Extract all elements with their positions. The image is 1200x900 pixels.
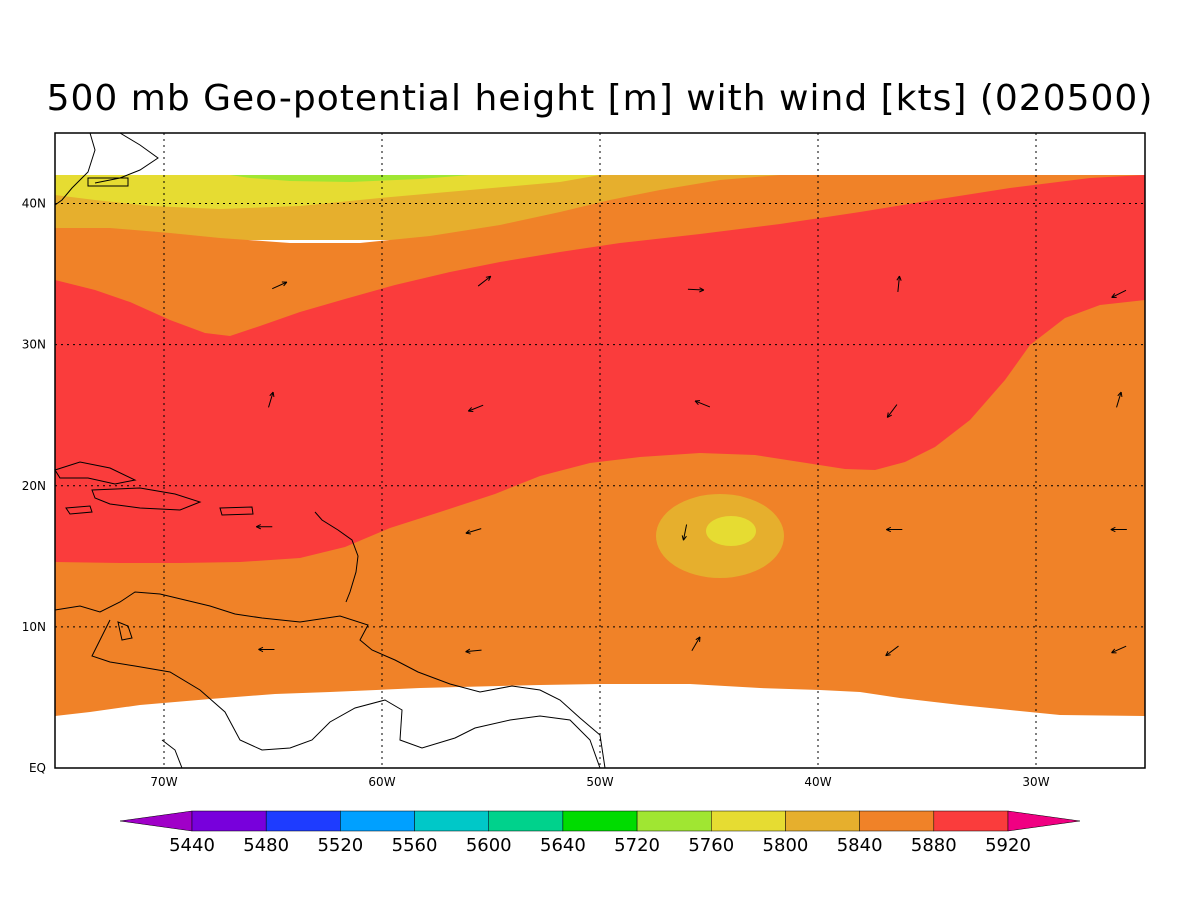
- colorbar-label: 5800: [763, 835, 809, 856]
- colorbar-label: 5560: [392, 835, 438, 856]
- coastline-lesser-antilles: [314, 511, 359, 603]
- wind-arrow: [465, 528, 482, 535]
- latitude-label: 40N: [22, 197, 46, 211]
- colorbar-label: 5920: [985, 835, 1031, 856]
- colorbar-swatch: [562, 810, 638, 832]
- height-contour-5800-cell: [706, 516, 756, 546]
- wind-arrow: [1111, 289, 1127, 298]
- colorbar-label: 5520: [317, 835, 363, 856]
- colorbar-label: 5480: [243, 835, 289, 856]
- longitude-label: 50W: [586, 775, 613, 789]
- plot-frame: [54, 132, 1146, 769]
- longitude-label: 70W: [150, 775, 177, 789]
- colorbar: 5440 5480 5520 5560 5600 5640 5720 5760 5800 5840…: [119, 810, 1081, 856]
- latitude-label: 10N: [22, 620, 46, 634]
- wind-arrow: [896, 275, 902, 292]
- coastline-puerto-rico: [219, 506, 254, 516]
- wind-arrow: [268, 391, 275, 408]
- coastline-long-island: [87, 177, 129, 187]
- colorbar-swatch: [265, 810, 341, 832]
- colorbar-swatch: [414, 810, 489, 832]
- colorbar-min-triangle: [119, 810, 193, 832]
- wind-arrow: [272, 281, 288, 290]
- coastline-colombia: [161, 739, 183, 769]
- coastline-new-england: [94, 132, 159, 184]
- wind-arrow: [885, 645, 899, 657]
- colorbar-label: 5640: [540, 835, 586, 856]
- colorbar-label: 5840: [837, 835, 883, 856]
- latitude-label: 20N: [22, 479, 46, 493]
- wind-arrow: [681, 524, 688, 541]
- wind-arrow: [886, 526, 903, 533]
- longitude-label: 40W: [804, 775, 831, 789]
- coastline-north-america: [54, 132, 96, 206]
- map-title: 500 mb Geo-potential height [m] with win…: [46, 78, 1154, 119]
- graticule: [55, 133, 1145, 768]
- colorbar-swatch: [488, 810, 564, 832]
- colorbar-label: 5880: [911, 835, 957, 856]
- colorbar-swatch: [340, 810, 415, 832]
- wind-arrow: [258, 646, 275, 653]
- coastline-hispaniola: [91, 487, 202, 511]
- height-contour-5800: [55, 175, 600, 209]
- coastlines: [54, 132, 606, 769]
- colorbar-label: 5440: [169, 835, 215, 856]
- coastline-south-america: [54, 591, 606, 769]
- colorbar-swatch: [636, 810, 712, 832]
- colorbar-label: 5720: [614, 835, 660, 856]
- longitude-labels: 70W 60W 50W 40W 30W: [150, 775, 1049, 789]
- colorbar-label: 5600: [466, 835, 512, 856]
- longitude-label: 60W: [368, 775, 395, 789]
- colorbar-swatch: [711, 810, 786, 832]
- longitude-label: 30W: [1022, 775, 1049, 789]
- wind-arrow: [256, 524, 273, 530]
- wind-vectors: [256, 275, 1127, 657]
- colorbar-swatch: [191, 810, 267, 832]
- colorbar-swatch: [859, 810, 935, 832]
- latitude-label: EQ: [29, 761, 46, 775]
- latitude-label: 30N: [22, 338, 46, 352]
- coastline-venezuela-inland: [91, 619, 601, 769]
- latitude-labels: EQ 10N 20N 30N 40N: [22, 197, 46, 775]
- wind-arrow: [694, 400, 711, 408]
- wind-arrow: [691, 636, 701, 651]
- wind-arrow: [1116, 391, 1123, 408]
- wind-arrow: [886, 404, 898, 418]
- wind-arrow: [1111, 645, 1127, 654]
- coastline-cuba: [54, 461, 137, 485]
- wind-arrow: [687, 287, 705, 293]
- coastline-lake-maracaibo: [117, 621, 133, 641]
- colorbar-swatch: [785, 810, 860, 832]
- colorbar-label: 5760: [688, 835, 734, 856]
- wind-arrow: [465, 648, 482, 654]
- height-contour-5760: [230, 175, 470, 182]
- wind-arrow: [467, 404, 484, 412]
- wind-arrow: [477, 275, 492, 287]
- coastline-jamaica: [65, 505, 93, 515]
- colorbar-swatch: [933, 810, 1009, 832]
- colorbar-max-triangle: [1007, 810, 1081, 832]
- wind-arrow: [1110, 526, 1127, 533]
